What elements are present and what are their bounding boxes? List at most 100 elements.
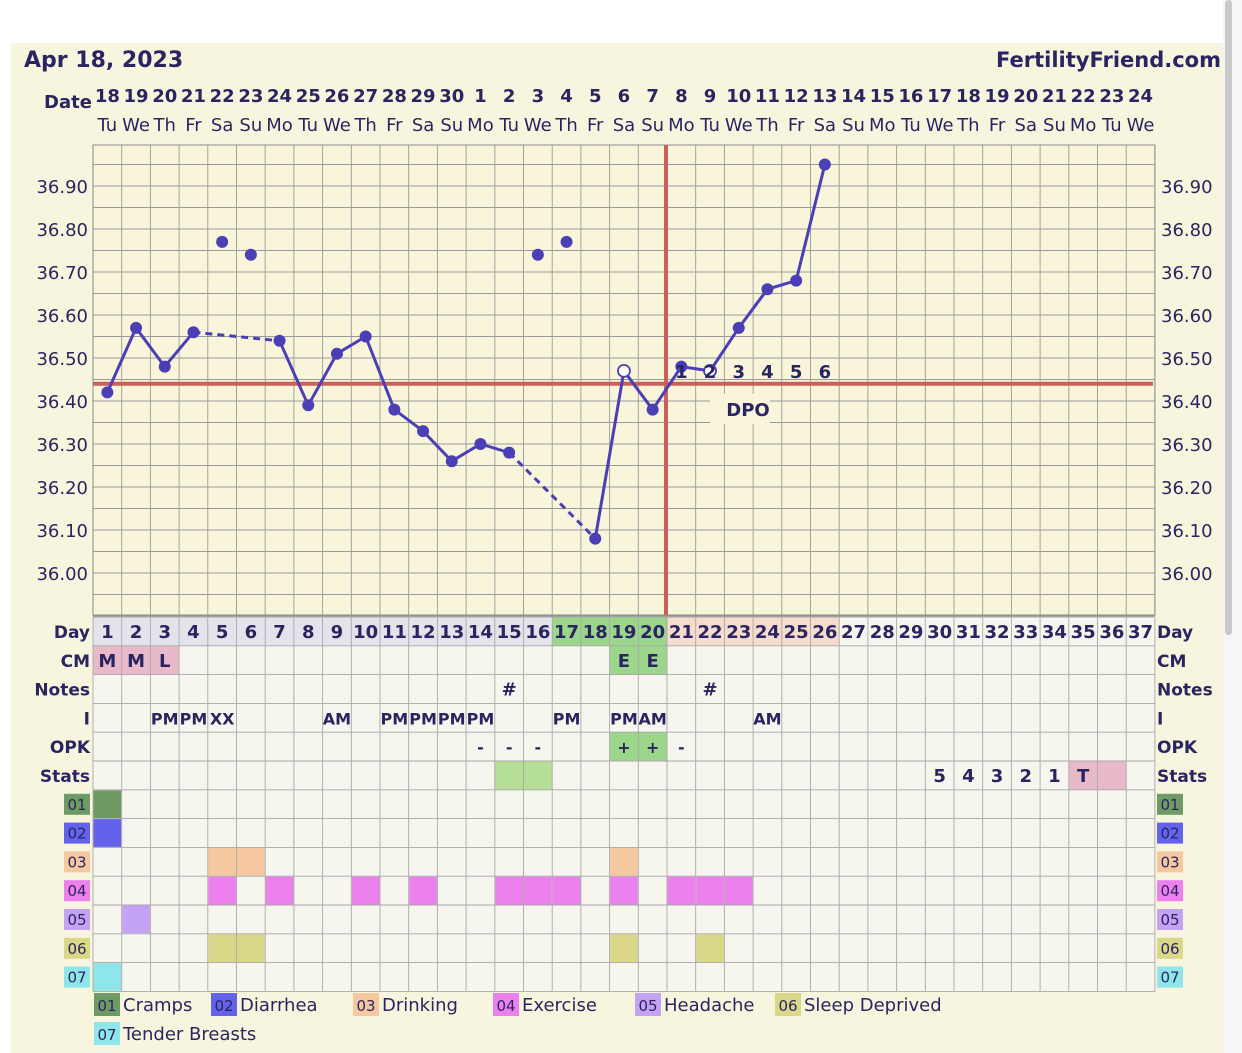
symptom-code-left-bg (64, 793, 90, 815)
day-cell (93, 617, 122, 646)
symptom-code-right-bg (1157, 822, 1183, 844)
y-tick-label-right: 36.90 (1161, 177, 1213, 198)
symptom-code-right-bg (1157, 937, 1183, 959)
day-number: 2 (130, 622, 143, 643)
site-name[interactable]: FertilityFriend.com (996, 48, 1221, 72)
legend-name: Exercise (522, 995, 597, 1016)
date-label: 30 (439, 86, 464, 107)
day-cell (351, 617, 380, 646)
temp-point (503, 446, 516, 459)
temp-line-segment (794, 164, 827, 281)
plot-border (92, 144, 1156, 616)
temp-point (388, 403, 401, 416)
y-tick-label-left: 36.30 (36, 435, 88, 456)
symptom-cell (93, 963, 122, 991)
row-label-right: Stats (1157, 767, 1207, 787)
y-tick-label-right: 36.70 (1161, 263, 1213, 284)
temp-line-segment (622, 370, 654, 411)
date-label: 7 (646, 86, 659, 107)
symptom-code-left-bg (64, 909, 90, 930)
day-number: 31 (956, 622, 981, 643)
stats-cell: 5 (933, 766, 946, 787)
date-label: 20 (152, 86, 177, 107)
opk-cell-fill (638, 732, 667, 761)
date-label: 19 (985, 86, 1010, 107)
symptom-cell (208, 847, 236, 876)
stats-cell-fill (1097, 761, 1127, 790)
date-label: 26 (324, 86, 349, 107)
day-cell (753, 617, 782, 646)
day-number: 35 (1071, 622, 1096, 643)
day-number: 4 (187, 622, 200, 643)
weekday-label: Su (440, 115, 463, 136)
y-tick-label-right: 36.20 (1161, 478, 1213, 499)
symptom-cell (552, 876, 581, 905)
weekday-label: We (725, 115, 753, 136)
temp-point (302, 399, 315, 412)
temp-line-segment (364, 335, 396, 411)
temp-line-segment (105, 327, 138, 394)
temp-line-segment (421, 430, 453, 463)
day-cell (724, 617, 754, 646)
dpo-number: 4 (761, 362, 774, 383)
symptom-code-right: 06 (1160, 940, 1179, 958)
intercourse-cell: PM (409, 709, 437, 728)
weekday-label: Fr (788, 115, 805, 136)
temp-point (675, 360, 688, 373)
weekday-label: Fr (386, 115, 403, 136)
date-label: 9 (704, 86, 717, 107)
weekday-label: Th (755, 115, 778, 136)
stats-cell-fill (523, 761, 553, 790)
symptom-cell (724, 876, 753, 905)
symptom-cell (351, 876, 380, 905)
notes-cell: # (502, 680, 517, 701)
date-label: 28 (382, 86, 407, 107)
day-cell (121, 617, 151, 646)
date-label: 12 (784, 86, 809, 107)
symptom-code-right-bg (1157, 909, 1183, 930)
row-label-right: I (1157, 709, 1163, 729)
row-label-right: Notes (1157, 681, 1213, 701)
day-cell (896, 617, 926, 646)
day-number: 21 (669, 622, 694, 643)
legend-swatch (493, 993, 519, 1016)
weekday-label: Sa (412, 115, 434, 136)
temp-line-segment (134, 327, 166, 368)
symptom-cell (696, 876, 724, 905)
weekday-label: Fr (185, 115, 202, 136)
weekday-label: Sa (1015, 115, 1037, 136)
legend-code: 02 (214, 997, 233, 1015)
y-tick-label-right: 36.00 (1161, 564, 1213, 585)
legend-name: Cramps (123, 995, 192, 1016)
stats-cell-fill (494, 761, 524, 790)
y-tick-label-left: 36.90 (36, 177, 88, 198)
day-cell (1011, 617, 1041, 646)
day-cell (408, 617, 438, 646)
day-number: 9 (331, 622, 344, 643)
symptom-cell (409, 876, 437, 905)
date-label: 23 (238, 86, 263, 107)
day-cell (494, 617, 524, 646)
intercourse-cell: PM (467, 709, 495, 728)
dpo-number: 5 (790, 362, 803, 383)
scrollbar-thumb[interactable] (1225, 0, 1232, 635)
date-label: 17 (927, 86, 952, 107)
date-label: 25 (296, 86, 321, 107)
symptom-code-left: 07 (67, 969, 86, 987)
symptom-code-right-bg (1157, 966, 1183, 988)
symptom-code-left-bg (64, 880, 90, 902)
cm-cell-fill (638, 645, 667, 675)
row-label-left: CM (61, 652, 90, 672)
symptom-code-right-bg (1157, 880, 1183, 902)
intercourse-cell: PM (151, 709, 179, 728)
date-label: 22 (210, 86, 235, 107)
intercourse-cell: PM (610, 709, 638, 728)
day-cell (293, 617, 323, 646)
stats-cell: 4 (962, 766, 975, 787)
intercourse-cell: PM (180, 709, 208, 728)
weekday-label: We (524, 115, 552, 136)
y-tick-label-left: 36.20 (36, 478, 88, 499)
legend-swatch (94, 993, 120, 1016)
day-cell (609, 617, 639, 646)
date-label: 11 (755, 86, 780, 107)
